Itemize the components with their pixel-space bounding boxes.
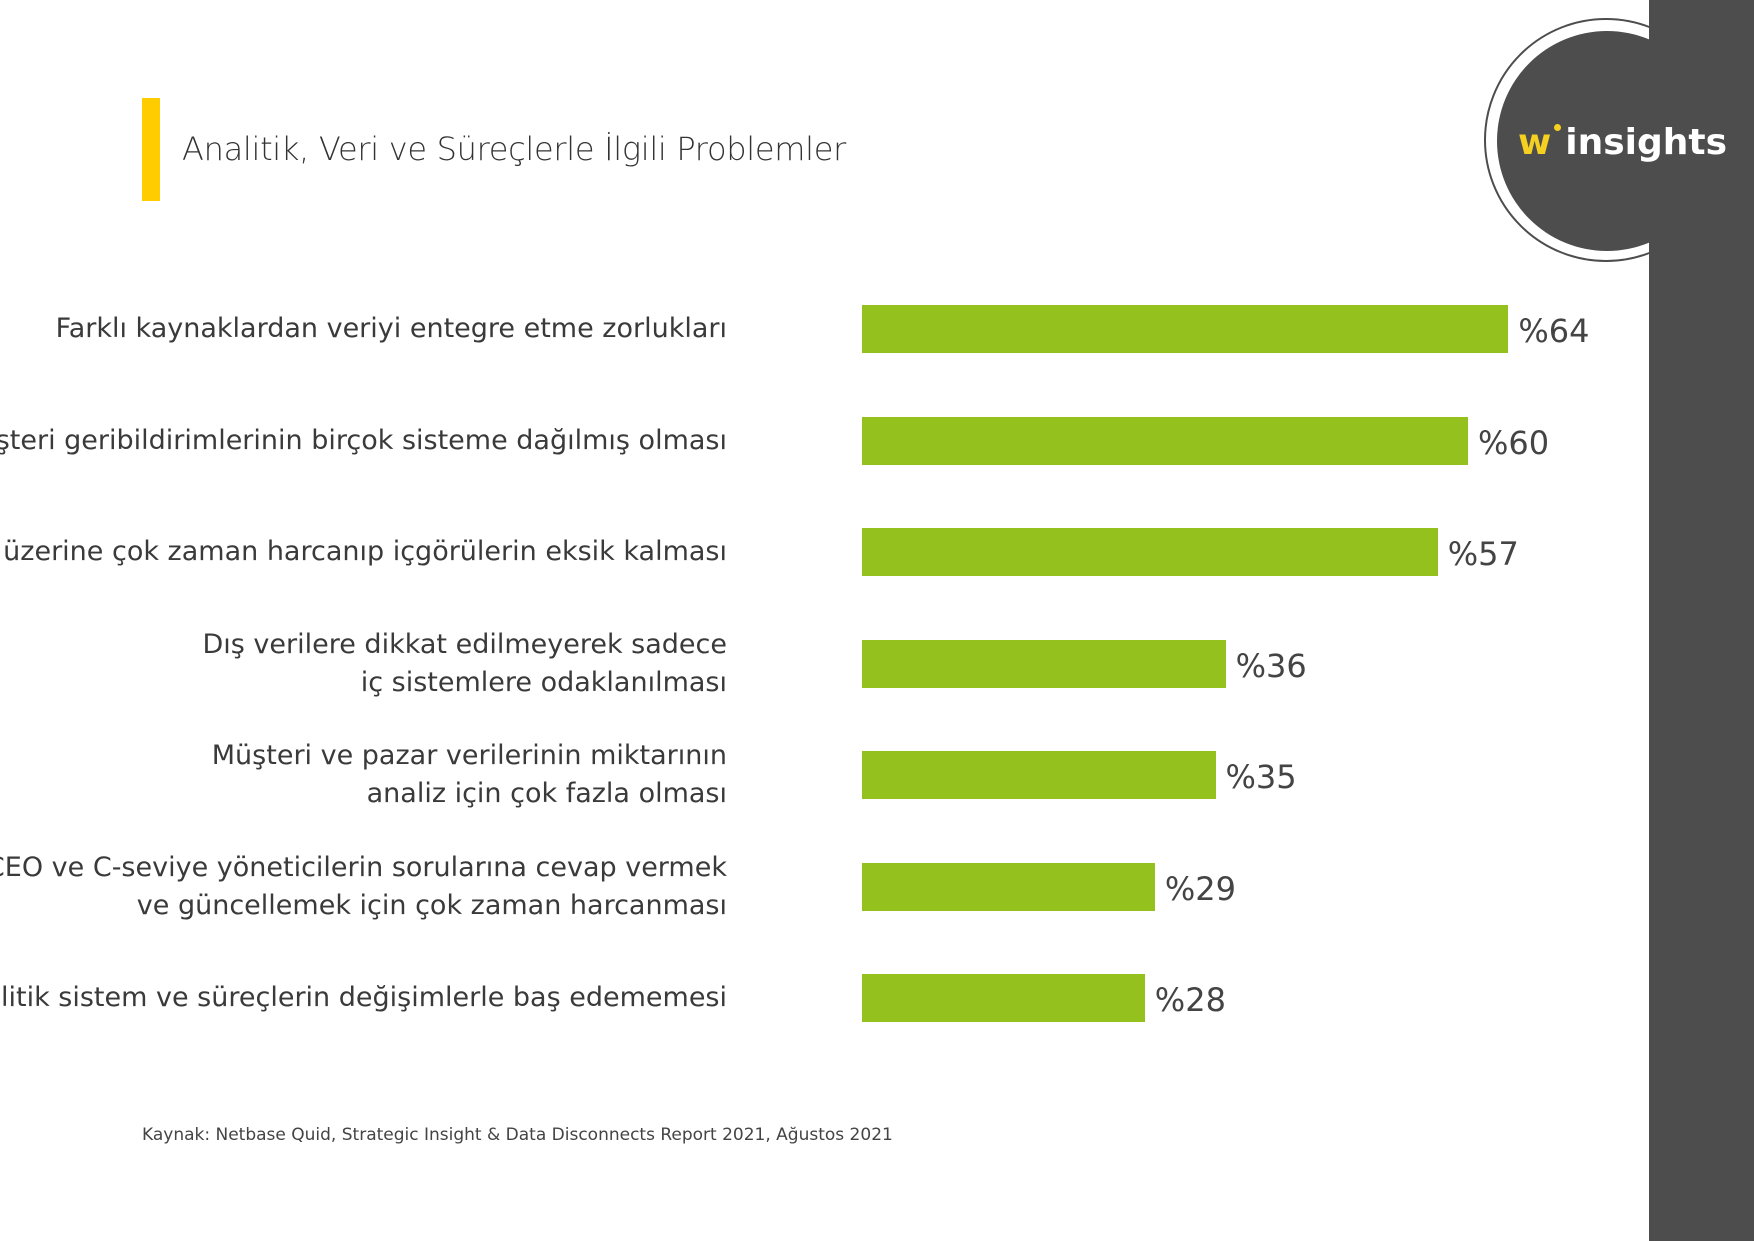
bar bbox=[862, 416, 1468, 465]
winsights-logo: w insights bbox=[1518, 122, 1727, 163]
value-label: %57 bbox=[1447, 535, 1519, 573]
bar bbox=[862, 528, 1438, 576]
value-label: %36 bbox=[1235, 646, 1307, 685]
category-label: CEO ve C-seviye yöneticilerin sorularına… bbox=[0, 851, 727, 921]
source-note: Kaynak: Netbase Quid, Strategic Insight … bbox=[142, 1125, 893, 1145]
value-label: %28 bbox=[1154, 981, 1226, 1019]
bar bbox=[862, 305, 1509, 353]
logo-disc bbox=[1497, 31, 1717, 251]
bar bbox=[862, 751, 1216, 799]
value-label: %64 bbox=[1518, 312, 1590, 350]
category-label: Analitik sistem ve süreçlerin değişimler… bbox=[0, 982, 727, 1013]
bar-chart: Farklı kaynaklardan veriyi entegre etme … bbox=[0, 305, 1590, 1022]
logo-w: w bbox=[1518, 122, 1562, 163]
logo-ring bbox=[1484, 18, 1728, 262]
logo-text: insights bbox=[1565, 122, 1728, 163]
category-label: Farklı kaynaklardan veriyi entegre etme … bbox=[55, 313, 727, 344]
title-accent-bar bbox=[142, 98, 160, 201]
logo-dot bbox=[1554, 124, 1562, 131]
value-label: %29 bbox=[1164, 869, 1237, 908]
page-title: Analitik, Veri ve Süreçlerle İlgili Prob… bbox=[182, 130, 846, 168]
category-label: Dış verilere dikkat edilmeyerek sadece iç… bbox=[202, 628, 727, 698]
value-label: %60 bbox=[1478, 423, 1550, 462]
category-label: Veri üzerine çok zaman harcanıp içgörüle… bbox=[0, 536, 727, 567]
bar bbox=[862, 862, 1155, 911]
value-label: %35 bbox=[1225, 758, 1297, 796]
category-label: Müşteri geribildirimlerinin birçok siste… bbox=[0, 424, 727, 456]
category-label: Müşteri ve pazar verilerinin miktarının a… bbox=[211, 740, 727, 809]
bar bbox=[862, 974, 1145, 1022]
bar bbox=[862, 639, 1226, 688]
